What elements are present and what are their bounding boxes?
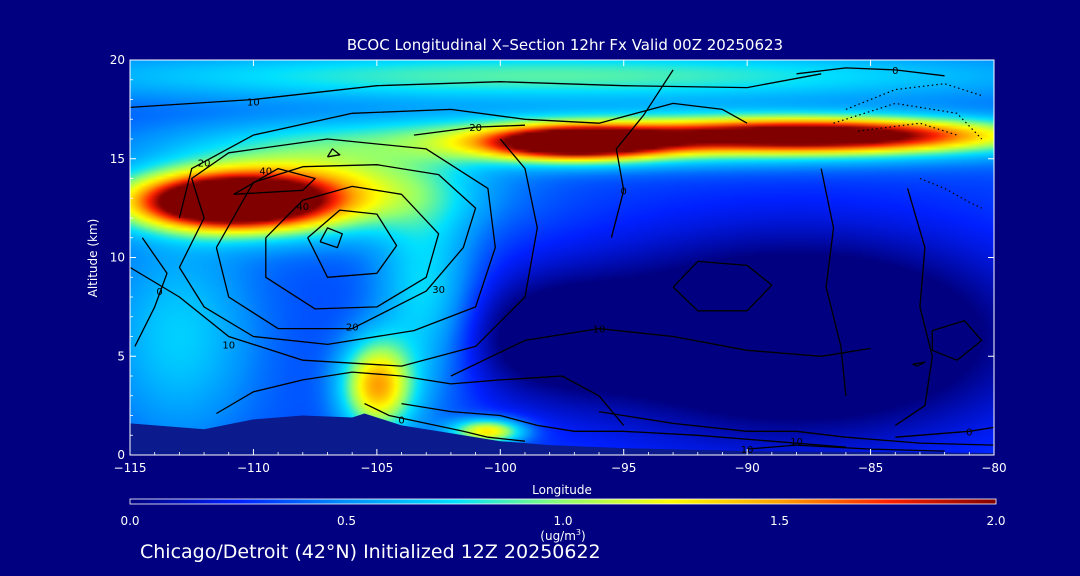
x-axis: −115 −110 −105 −100 −95 −90 −85 −80	[114, 60, 1007, 475]
contour-layer	[130, 67, 994, 452]
contour-line	[265, 185, 440, 310]
x-tick-label: −115	[114, 461, 147, 475]
contour-line	[672, 260, 773, 312]
contour-line	[307, 209, 398, 278]
contour-line	[796, 67, 945, 77]
contour-line-dotted	[845, 83, 982, 110]
terrain	[130, 413, 994, 455]
contour-line	[364, 403, 526, 442]
contour-line	[598, 410, 994, 446]
contour-line	[895, 426, 994, 438]
contour-line-dotted	[919, 177, 982, 209]
contour-line	[326, 148, 341, 158]
contour-label: 10	[593, 325, 606, 336]
contour-line	[319, 227, 343, 249]
contour-line	[130, 73, 822, 109]
colorbar-tick-label: 2.0	[986, 514, 1005, 528]
colorbar-scale	[129, 498, 997, 505]
x-tick-label: −95	[611, 461, 636, 475]
x-tick-label: −85	[858, 461, 883, 475]
contour-label: 10	[247, 98, 260, 109]
y-tick-label: 15	[110, 152, 125, 166]
contour-line	[178, 138, 496, 346]
contour-line	[931, 320, 983, 361]
contour-label: 30	[432, 285, 445, 296]
contour-line	[401, 402, 846, 448]
contour-line	[912, 361, 926, 367]
contour-label: 40	[296, 202, 309, 213]
y-tick-label: 10	[110, 251, 125, 265]
contour-line	[233, 167, 316, 195]
colorbar-tick-label: 1.0	[553, 514, 572, 528]
x-tick-label: −100	[484, 461, 517, 475]
y-tick-label: 5	[117, 349, 125, 363]
y-tick-label: 0	[117, 448, 125, 462]
contour-line	[450, 327, 871, 377]
colorbar-tick-label: 0.5	[337, 514, 356, 528]
colorbar: 0.0 0.5 1.0 1.5 2.0 (ug/m3)	[120, 498, 1006, 543]
chart-title: BCOC Longitudinal X–Section 12hr Fx Vali…	[347, 36, 783, 54]
y-tick-label: 20	[110, 53, 125, 67]
x-axis-title: Longitude	[532, 483, 592, 497]
contour-line-dotted	[833, 102, 983, 140]
contour-label: 0	[621, 186, 627, 197]
terrain-layer	[130, 413, 994, 455]
contour-label: 10	[790, 437, 803, 448]
contour-label: 0	[156, 287, 162, 298]
x-tick-label: −80	[981, 461, 1006, 475]
colorbar-ticks: 0.0 0.5 1.0 1.5 2.0	[120, 514, 1005, 528]
contour-line	[134, 237, 168, 347]
footer-caption: Chicago/Detroit (42°N) Initialized 12Z 2…	[140, 541, 601, 563]
contour-line	[610, 69, 674, 238]
contour-label: 10	[222, 340, 235, 351]
colorbar-unit: (ug/m3)	[540, 528, 585, 543]
contour-label: 40	[259, 167, 272, 178]
concentration-heatmap	[130, 60, 994, 455]
contour-label: 20	[469, 123, 482, 134]
x-tick-label: −105	[360, 461, 393, 475]
contour-line	[413, 124, 526, 136]
contour-line	[820, 168, 847, 396]
contour-line	[216, 371, 625, 426]
y-axis: 0 5 10 15 20	[110, 53, 994, 462]
contour-line	[747, 444, 945, 452]
contour-label: 20	[346, 323, 359, 334]
x-tick-label: −110	[237, 461, 270, 475]
x-tick-label: −90	[734, 461, 759, 475]
contour-line	[215, 164, 477, 330]
y-axis-title: Altitude (km)	[86, 219, 100, 298]
colorbar-tick-label: 1.5	[770, 514, 789, 528]
contour-line	[894, 188, 933, 426]
contour-label: 0	[966, 427, 972, 438]
contour-line	[178, 102, 748, 219]
contour-label: 0	[398, 415, 404, 426]
contour-line	[130, 138, 538, 367]
colorbar-tick-label: 0.0	[120, 514, 139, 528]
contour-label: 0	[892, 66, 898, 77]
contour-label: 20	[198, 159, 211, 170]
